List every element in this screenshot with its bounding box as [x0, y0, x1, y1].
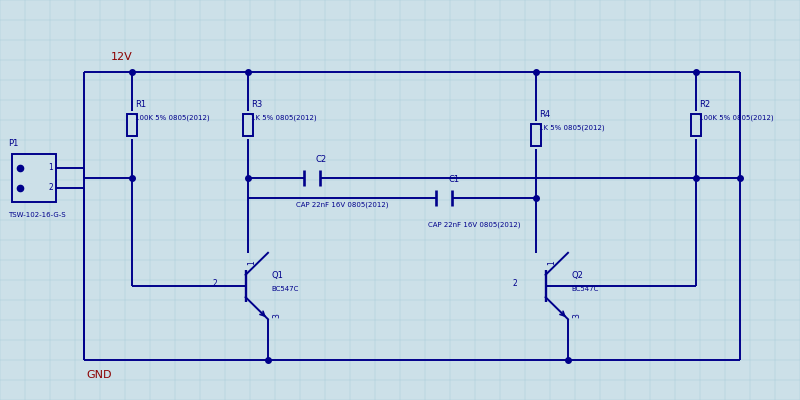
- Text: 1K 5% 0805(2012): 1K 5% 0805(2012): [251, 114, 317, 121]
- Text: 1: 1: [247, 260, 256, 265]
- Text: 100K 5% 0805(2012): 100K 5% 0805(2012): [699, 114, 774, 121]
- Text: 1: 1: [49, 164, 53, 172]
- Text: R2: R2: [699, 100, 710, 109]
- Text: 12V: 12V: [110, 52, 132, 62]
- Text: GND: GND: [86, 370, 112, 380]
- Text: BC547C: BC547C: [571, 286, 598, 292]
- Text: CAP 22nF 16V 0805(2012): CAP 22nF 16V 0805(2012): [296, 202, 389, 208]
- Text: TSW-102-16-G-S: TSW-102-16-G-S: [8, 212, 66, 218]
- Bar: [126, 114, 138, 136]
- Text: BC547C: BC547C: [271, 286, 298, 292]
- Bar: [12, 154, 56, 202]
- Text: 3: 3: [572, 314, 581, 318]
- Text: CAP 22nF 16V 0805(2012): CAP 22nF 16V 0805(2012): [428, 222, 521, 228]
- Bar: [691, 114, 701, 136]
- Text: R4: R4: [539, 110, 550, 119]
- Text: 2: 2: [213, 280, 218, 288]
- Text: 1K 5% 0805(2012): 1K 5% 0805(2012): [539, 125, 605, 131]
- Text: Q2: Q2: [571, 271, 583, 280]
- Text: R3: R3: [251, 100, 262, 109]
- Text: C1: C1: [448, 175, 459, 184]
- Text: 1: 1: [547, 260, 556, 265]
- Text: Q1: Q1: [271, 271, 283, 280]
- Bar: [531, 124, 542, 146]
- Text: R1: R1: [135, 100, 146, 109]
- Text: C2: C2: [316, 155, 327, 164]
- Text: 2: 2: [49, 184, 53, 192]
- Text: 2: 2: [513, 280, 518, 288]
- Text: 3: 3: [272, 314, 281, 318]
- Text: 100K 5% 0805(2012): 100K 5% 0805(2012): [135, 114, 210, 121]
- Text: P1: P1: [8, 139, 18, 148]
- Bar: [243, 114, 253, 136]
